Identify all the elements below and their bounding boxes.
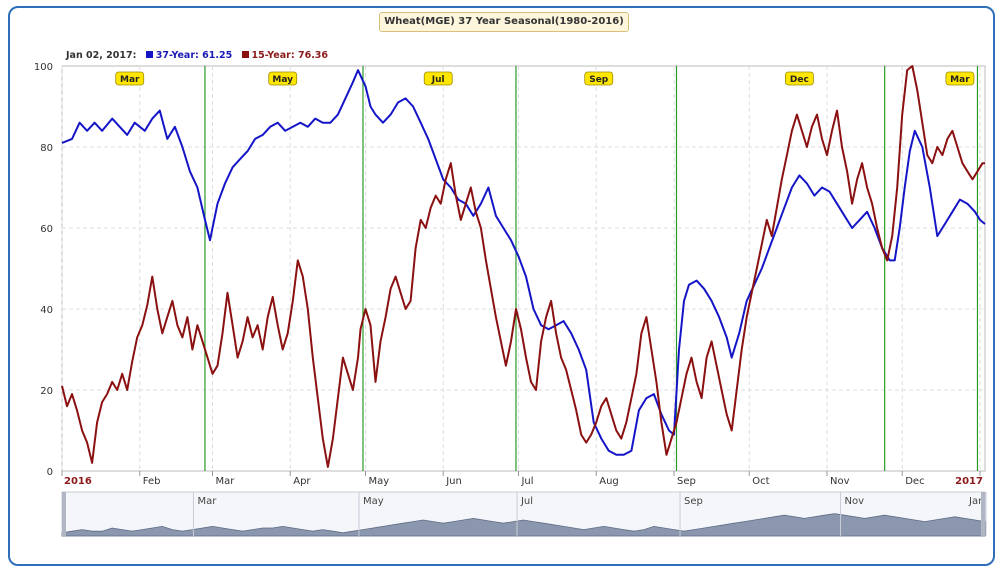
- y-tick-label: 40: [40, 305, 53, 316]
- x-tick-label: 2016: [64, 476, 92, 487]
- contract-marker-label: May: [272, 75, 293, 85]
- contract-marker-label: Mar: [950, 75, 970, 85]
- navigator-handle-right: [981, 492, 985, 536]
- x-tick-label: Apr: [293, 476, 311, 487]
- x-tick-label: Oct: [752, 476, 769, 487]
- contract-marker-may: May: [268, 71, 298, 86]
- chart-legend: Jan 02, 2017: 37-Year: 61.25 15-Year: 76…: [66, 50, 328, 61]
- contract-marker-dec: Dec: [784, 71, 814, 86]
- contract-marker-sep: Sep: [584, 71, 614, 86]
- contract-marker-badge: [945, 71, 975, 86]
- x-tick-label: May: [368, 476, 389, 487]
- contract-marker-badge: [115, 71, 145, 86]
- x-tick-label: 2017: [955, 476, 983, 487]
- legend-swatch-37-year: [145, 51, 153, 58]
- series-line-15-year: [61, 65, 985, 468]
- contract-marker-badge: [268, 71, 298, 86]
- navigator-label: Mar: [197, 496, 217, 507]
- navigator-label: Sep: [684, 496, 703, 507]
- legend-label-37-year: 37-Year:: [155, 50, 199, 61]
- x-tick-label: Feb: [143, 476, 161, 487]
- legend-label-15-year: 15-Year:: [251, 50, 295, 61]
- navigator-area: [61, 513, 986, 537]
- x-tick-label: Dec: [905, 476, 924, 487]
- contract-marker-badge: [784, 71, 814, 86]
- navigator-handle-left: [62, 492, 66, 536]
- series-line-37-year: [61, 69, 986, 456]
- legend-swatch-15-year: [241, 51, 249, 58]
- contract-marker-label: Mar: [120, 75, 140, 85]
- contract-marker-label: Sep: [589, 75, 609, 85]
- chart-title: Wheat(MGE) 37 Year Seasonal(1980-2016): [379, 12, 629, 32]
- navigator-label: May: [363, 496, 384, 507]
- x-tick-label: Aug: [599, 476, 619, 487]
- contract-marker-mar: Mar: [945, 71, 975, 86]
- x-tick-label: Jun: [445, 476, 462, 487]
- legend-value-37-year: 61.25: [202, 50, 233, 61]
- legend-date: Jan 02, 2017:: [66, 50, 137, 61]
- contract-marker-label: Dec: [790, 75, 809, 85]
- y-tick-label: 60: [40, 224, 53, 235]
- y-tick-label: 100: [34, 62, 53, 73]
- navigator-label: Jan: [968, 496, 984, 507]
- x-tick-label: Jul: [520, 476, 533, 487]
- y-tick-label: 0: [47, 467, 53, 478]
- contract-marker-mar: Mar: [115, 71, 145, 86]
- legend-value-15-year: 76.36: [297, 50, 329, 61]
- y-tick-label: 80: [40, 143, 53, 154]
- contract-marker-badge: [423, 71, 453, 86]
- x-tick-label: Mar: [215, 476, 235, 487]
- contract-marker-label: Jul: [431, 75, 445, 85]
- seasonal-chart-svg: 0 20 40 60 80 100 2016 Feb Mar Apr May Jun Jul Aug Sep…: [34, 62, 987, 537]
- contract-marker-jul: Jul: [423, 71, 453, 86]
- x-tick-label: Sep: [677, 476, 696, 487]
- y-tick-label: 20: [40, 386, 53, 397]
- navigator-label: Nov: [845, 496, 865, 507]
- contract-marker-badge: [584, 71, 614, 86]
- x-tick-label: Nov: [830, 476, 850, 487]
- navigator-label: Jul: [520, 496, 533, 507]
